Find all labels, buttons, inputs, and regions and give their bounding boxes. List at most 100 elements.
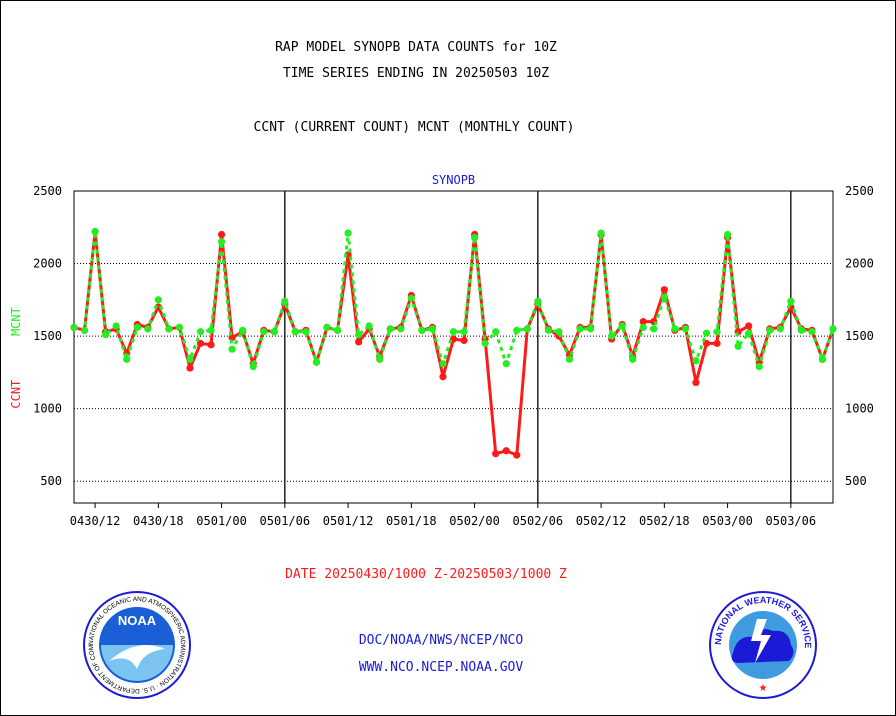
data-point-mcnt (365, 322, 373, 330)
data-point-ccnt (207, 341, 215, 349)
data-point-mcnt (449, 328, 458, 336)
data-point-mcnt (80, 326, 89, 334)
line-chart: SYNOPB 500 1000 1500 2000 2500 500 1000 1500 20… (9, 173, 874, 528)
data-point-mcnt (165, 325, 173, 333)
x-tick-label: 0502/12 (576, 514, 627, 528)
data-point-mcnt (228, 345, 236, 353)
data-point-mcnt (523, 325, 531, 333)
chart-subtitle: CCNT (CURRENT COUNT) MCNT (MONTHLY COUNT… (253, 120, 575, 135)
data-point-ccnt (660, 286, 668, 294)
data-point-mcnt (797, 326, 805, 334)
data-point-mcnt (576, 325, 584, 333)
data-point-mcnt (281, 297, 289, 305)
data-point-ccnt (502, 447, 510, 455)
star-icon: ★ (759, 683, 768, 694)
data-point-mcnt (70, 323, 78, 332)
data-point-mcnt (207, 326, 215, 334)
day-boundary-lines (284, 191, 792, 503)
org-link[interactable]: DOC/NOAA/NWS/NCEP/NCO (358, 633, 524, 648)
plot-frame (73, 190, 834, 504)
data-point-mcnt (175, 323, 184, 332)
data-point-ccnt (439, 373, 447, 381)
data-point-ccnt (639, 318, 647, 326)
data-point-ccnt (513, 451, 521, 459)
data-point-mcnt (597, 229, 605, 237)
y-tick-label-left: 2000 (33, 257, 62, 271)
data-point-mcnt (776, 325, 784, 333)
series-layer (70, 228, 837, 459)
y-tick-label-right: 1000 (845, 402, 874, 416)
data-point-mcnt (217, 238, 226, 246)
y-axis-left: 500 1000 1500 2000 2500 (33, 184, 62, 488)
data-point-mcnt (196, 328, 205, 336)
data-point-mcnt (481, 339, 489, 347)
data-point-mcnt (534, 297, 542, 305)
data-point-mcnt (650, 325, 658, 333)
lightning-icon (751, 619, 771, 663)
x-tick-label: 0430/12 (70, 514, 121, 528)
chart-title-line2: TIME SERIES ENDING IN 20250503 10Z (282, 66, 550, 81)
y-tick-label-right: 2000 (845, 257, 874, 271)
y-tick-label-right: 1500 (845, 329, 874, 343)
data-point-mcnt (787, 297, 795, 305)
data-point-mcnt (144, 325, 152, 333)
data-point-mcnt (618, 322, 626, 330)
data-point-ccnt (692, 378, 700, 387)
x-tick-label: 0501/06 (260, 514, 311, 528)
bird-icon (109, 645, 165, 669)
y-tick-label-left: 2500 (33, 184, 62, 198)
data-point-ccnt (186, 364, 194, 372)
x-tick-label: 0502/18 (639, 514, 690, 528)
y-tick-label-left: 1000 (33, 402, 62, 416)
data-point-ccnt (713, 339, 721, 347)
data-point-mcnt (333, 326, 342, 334)
data-point-mcnt (681, 325, 690, 333)
data-point-mcnt (302, 328, 310, 336)
data-point-mcnt (376, 355, 384, 363)
nws-logo: NATIONAL WEATHER SERVICE ★ (709, 591, 817, 699)
data-point-ccnt (228, 333, 236, 342)
data-point-mcnt (397, 325, 405, 333)
data-point-mcnt (418, 326, 426, 334)
data-point-mcnt (407, 294, 415, 302)
data-point-mcnt (460, 328, 468, 336)
x-tick-label: 0503/06 (766, 514, 817, 528)
data-point-ccnt (745, 322, 753, 330)
x-tick-label: 0501/18 (386, 514, 437, 528)
data-point-mcnt (829, 325, 837, 333)
noaa-logo-text: NOAA (118, 613, 157, 628)
data-point-mcnt (745, 329, 753, 337)
y-tick-label-right: 500 (845, 474, 867, 488)
x-tick-label: 0430/18 (133, 514, 184, 528)
data-point-mcnt (671, 325, 679, 333)
data-point-mcnt (639, 323, 647, 332)
data-point-mcnt (102, 331, 110, 339)
data-point-mcnt (239, 326, 247, 334)
plot-title: SYNOPB (432, 173, 475, 187)
noaa-logo: NOAA NATIONAL OCEANIC AND ATMOSPHERIC AD… (83, 591, 191, 699)
data-point-mcnt (260, 328, 268, 336)
data-point-mcnt (428, 325, 437, 333)
data-point-ccnt (492, 450, 500, 458)
data-point-ccnt (217, 230, 226, 239)
website-link[interactable]: WWW.NCO.NCEP.NOAA.GOV (358, 660, 524, 675)
data-point-mcnt (713, 328, 721, 336)
data-point-mcnt (544, 326, 552, 334)
y-label-ccnt: CCNT (9, 380, 23, 409)
y-tick-label-right: 2500 (845, 184, 874, 198)
data-point-mcnt (513, 326, 521, 334)
series-line-mcnt (73, 230, 835, 369)
y-tick-label-left: 1500 (33, 329, 62, 343)
data-point-mcnt (555, 328, 563, 336)
data-point-mcnt (470, 233, 479, 242)
data-point-mcnt (323, 323, 331, 332)
data-point-mcnt (723, 230, 732, 239)
data-point-mcnt (629, 355, 637, 363)
data-point-mcnt (702, 329, 711, 337)
series-ccnt (70, 228, 837, 459)
data-point-mcnt (660, 293, 668, 301)
data-point-mcnt (734, 342, 742, 350)
chart-grid (74, 263, 833, 482)
data-point-mcnt (386, 325, 394, 333)
